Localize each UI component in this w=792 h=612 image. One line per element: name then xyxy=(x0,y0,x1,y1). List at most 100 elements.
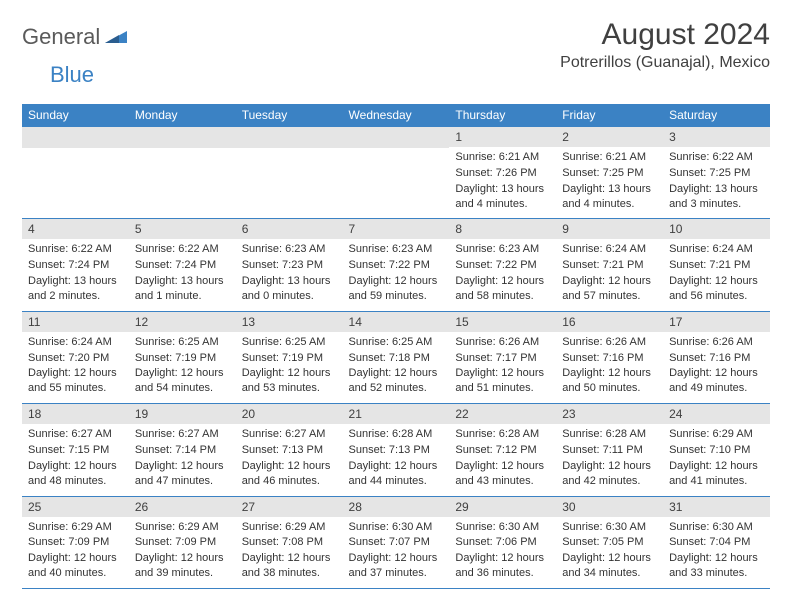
sunset-line: Sunset: 7:11 PM xyxy=(562,443,657,458)
day-details: Sunrise: 6:30 AMSunset: 7:05 PMDaylight:… xyxy=(556,517,663,588)
daylight-line: Daylight: 12 hours and 58 minutes. xyxy=(455,274,550,304)
daylight-line: Daylight: 12 hours and 56 minutes. xyxy=(669,274,764,304)
day-details: Sunrise: 6:30 AMSunset: 7:07 PMDaylight:… xyxy=(343,517,450,588)
location-text: Potrerillos (Guanajal), Mexico xyxy=(560,54,770,72)
sunrise-line: Sunrise: 6:25 AM xyxy=(135,335,230,350)
sunrise-line: Sunrise: 6:29 AM xyxy=(669,427,764,442)
day-details: Sunrise: 6:21 AMSunset: 7:25 PMDaylight:… xyxy=(556,147,663,218)
day-number: 27 xyxy=(236,497,343,517)
calendar-day-cell: 16Sunrise: 6:26 AMSunset: 7:16 PMDayligh… xyxy=(556,311,663,403)
day-number: 19 xyxy=(129,404,236,424)
day-number: 2 xyxy=(556,127,663,147)
sunrise-line: Sunrise: 6:28 AM xyxy=(349,427,444,442)
sunrise-line: Sunrise: 6:23 AM xyxy=(242,242,337,257)
day-number: 11 xyxy=(22,312,129,332)
daylight-line: Daylight: 12 hours and 59 minutes. xyxy=(349,274,444,304)
daylight-line: Daylight: 13 hours and 4 minutes. xyxy=(562,182,657,212)
sunrise-line: Sunrise: 6:25 AM xyxy=(242,335,337,350)
sunrise-line: Sunrise: 6:27 AM xyxy=(242,427,337,442)
calendar-day-cell: 14Sunrise: 6:25 AMSunset: 7:18 PMDayligh… xyxy=(343,311,450,403)
sunrise-line: Sunrise: 6:27 AM xyxy=(135,427,230,442)
sunset-line: Sunset: 7:18 PM xyxy=(349,351,444,366)
day-header-cell: Friday xyxy=(556,104,663,127)
day-details: Sunrise: 6:24 AMSunset: 7:21 PMDaylight:… xyxy=(663,239,770,310)
sunrise-line: Sunrise: 6:23 AM xyxy=(349,242,444,257)
sunset-line: Sunset: 7:16 PM xyxy=(669,351,764,366)
day-details: Sunrise: 6:28 AMSunset: 7:11 PMDaylight:… xyxy=(556,424,663,495)
sunset-line: Sunset: 7:24 PM xyxy=(135,258,230,273)
day-details: Sunrise: 6:30 AMSunset: 7:06 PMDaylight:… xyxy=(449,517,556,588)
sunrise-line: Sunrise: 6:30 AM xyxy=(349,520,444,535)
calendar-day-cell: 10Sunrise: 6:24 AMSunset: 7:21 PMDayligh… xyxy=(663,219,770,311)
day-details: Sunrise: 6:29 AMSunset: 7:10 PMDaylight:… xyxy=(663,424,770,495)
sunset-line: Sunset: 7:09 PM xyxy=(28,535,123,550)
day-details: Sunrise: 6:23 AMSunset: 7:22 PMDaylight:… xyxy=(449,239,556,310)
day-number: 7 xyxy=(343,219,450,239)
sunrise-line: Sunrise: 6:30 AM xyxy=(669,520,764,535)
sunrise-line: Sunrise: 6:30 AM xyxy=(562,520,657,535)
day-details: Sunrise: 6:26 AMSunset: 7:16 PMDaylight:… xyxy=(663,332,770,403)
day-header-cell: Saturday xyxy=(663,104,770,127)
calendar-week-row: 18Sunrise: 6:27 AMSunset: 7:15 PMDayligh… xyxy=(22,404,770,496)
logo-triangle-icon xyxy=(105,27,127,48)
daylight-line: Daylight: 12 hours and 53 minutes. xyxy=(242,366,337,396)
day-details: Sunrise: 6:22 AMSunset: 7:24 PMDaylight:… xyxy=(129,239,236,310)
day-details: Sunrise: 6:22 AMSunset: 7:25 PMDaylight:… xyxy=(663,147,770,218)
day-header-cell: Thursday xyxy=(449,104,556,127)
day-number: 17 xyxy=(663,312,770,332)
day-number: 16 xyxy=(556,312,663,332)
sunset-line: Sunset: 7:19 PM xyxy=(135,351,230,366)
calendar-day-cell: 27Sunrise: 6:29 AMSunset: 7:08 PMDayligh… xyxy=(236,496,343,588)
daylight-line: Daylight: 12 hours and 33 minutes. xyxy=(669,551,764,581)
day-number-empty xyxy=(236,127,343,148)
day-number: 31 xyxy=(663,497,770,517)
day-number: 25 xyxy=(22,497,129,517)
calendar-day-cell: 25Sunrise: 6:29 AMSunset: 7:09 PMDayligh… xyxy=(22,496,129,588)
day-number: 26 xyxy=(129,497,236,517)
sunset-line: Sunset: 7:06 PM xyxy=(455,535,550,550)
day-details: Sunrise: 6:25 AMSunset: 7:19 PMDaylight:… xyxy=(236,332,343,403)
sunrise-line: Sunrise: 6:21 AM xyxy=(455,150,550,165)
day-details: Sunrise: 6:25 AMSunset: 7:19 PMDaylight:… xyxy=(129,332,236,403)
sunrise-line: Sunrise: 6:22 AM xyxy=(28,242,123,257)
calendar-day-cell: 9Sunrise: 6:24 AMSunset: 7:21 PMDaylight… xyxy=(556,219,663,311)
daylight-line: Daylight: 12 hours and 38 minutes. xyxy=(242,551,337,581)
sunrise-line: Sunrise: 6:27 AM xyxy=(28,427,123,442)
daylight-line: Daylight: 13 hours and 1 minute. xyxy=(135,274,230,304)
day-number-empty xyxy=(343,127,450,148)
day-header-cell: Tuesday xyxy=(236,104,343,127)
day-number: 30 xyxy=(556,497,663,517)
day-number: 22 xyxy=(449,404,556,424)
calendar-day-cell xyxy=(22,127,129,219)
daylight-line: Daylight: 12 hours and 48 minutes. xyxy=(28,459,123,489)
day-details: Sunrise: 6:27 AMSunset: 7:13 PMDaylight:… xyxy=(236,424,343,495)
day-details: Sunrise: 6:28 AMSunset: 7:12 PMDaylight:… xyxy=(449,424,556,495)
day-details: Sunrise: 6:26 AMSunset: 7:16 PMDaylight:… xyxy=(556,332,663,403)
sunset-line: Sunset: 7:21 PM xyxy=(669,258,764,273)
calendar-day-cell: 3Sunrise: 6:22 AMSunset: 7:25 PMDaylight… xyxy=(663,127,770,219)
sunrise-line: Sunrise: 6:26 AM xyxy=(562,335,657,350)
calendar-day-cell: 24Sunrise: 6:29 AMSunset: 7:10 PMDayligh… xyxy=(663,404,770,496)
daylight-line: Daylight: 12 hours and 47 minutes. xyxy=(135,459,230,489)
day-number: 6 xyxy=(236,219,343,239)
calendar-day-cell: 12Sunrise: 6:25 AMSunset: 7:19 PMDayligh… xyxy=(129,311,236,403)
calendar-day-cell xyxy=(236,127,343,219)
sunset-line: Sunset: 7:22 PM xyxy=(349,258,444,273)
calendar-day-cell: 18 Sunrise: 6:27 AMSunset: 7:15 PMDayligh… xyxy=(22,404,129,496)
sunset-line: Sunset: 7:15 PM xyxy=(28,443,123,458)
calendar-day-cell xyxy=(129,127,236,219)
calendar-day-cell: 17Sunrise: 6:26 AMSunset: 7:16 PMDayligh… xyxy=(663,311,770,403)
calendar-day-cell: 21Sunrise: 6:28 AMSunset: 7:13 PMDayligh… xyxy=(343,404,450,496)
day-number: 18 xyxy=(22,404,129,424)
calendar-week-row: 4Sunrise: 6:22 AMSunset: 7:24 PMDaylight… xyxy=(22,219,770,311)
calendar-day-cell: 6Sunrise: 6:23 AMSunset: 7:23 PMDaylight… xyxy=(236,219,343,311)
calendar-day-cell: 4Sunrise: 6:22 AMSunset: 7:24 PMDaylight… xyxy=(22,219,129,311)
sunset-line: Sunset: 7:13 PM xyxy=(349,443,444,458)
day-details: Sunrise: 6:28 AMSunset: 7:13 PMDaylight:… xyxy=(343,424,450,495)
logo-text-blue: Blue xyxy=(50,62,94,87)
daylight-line: Daylight: 12 hours and 41 minutes. xyxy=(669,459,764,489)
daylight-line: Daylight: 13 hours and 3 minutes. xyxy=(669,182,764,212)
calendar-day-cell: 7 Sunrise: 6:23 AMSunset: 7:22 PMDaylight… xyxy=(343,219,450,311)
sunrise-line: Sunrise: 6:24 AM xyxy=(562,242,657,257)
day-details: Sunrise: 6:22 AMSunset: 7:24 PMDaylight:… xyxy=(22,239,129,310)
